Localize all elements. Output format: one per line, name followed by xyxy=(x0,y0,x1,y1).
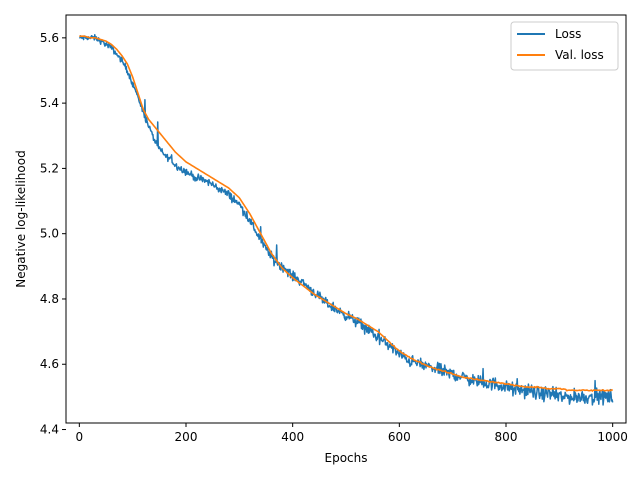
x-axis-label: Epochs xyxy=(325,451,368,465)
y-tick-label: 4.6 xyxy=(40,357,59,371)
series-line-loss xyxy=(79,34,614,406)
x-axis-ticks: 0 200 400 600 800 1000 xyxy=(76,423,628,444)
series-lines xyxy=(79,34,614,406)
y-tick-label: 5.0 xyxy=(40,227,59,241)
y-tick-label: 5.2 xyxy=(40,161,59,175)
y-axis-ticks: 4.4 4.6 4.8 5.0 5.2 5.4 5.6 xyxy=(40,31,66,437)
y-axis-label: Negative log-likelihood xyxy=(14,150,28,287)
y-tick-label: 4.4 xyxy=(40,423,59,437)
legend-label-val-loss: Val. loss xyxy=(555,48,604,62)
plot-frame xyxy=(65,14,627,424)
legend-label-loss: Loss xyxy=(555,27,581,41)
x-tick-label: 1000 xyxy=(597,430,628,444)
series-line-val-loss xyxy=(79,35,614,392)
y-tick-label: 5.6 xyxy=(40,31,59,45)
x-tick-label: 0 xyxy=(76,430,84,444)
x-tick-label: 800 xyxy=(495,430,518,444)
y-tick-label: 4.8 xyxy=(40,292,59,306)
legend: Loss Val. loss xyxy=(510,21,619,71)
x-tick-label: 400 xyxy=(281,430,304,444)
x-tick-label: 200 xyxy=(175,430,198,444)
y-tick-label: 5.4 xyxy=(40,96,59,110)
x-tick-label: 600 xyxy=(388,430,411,444)
